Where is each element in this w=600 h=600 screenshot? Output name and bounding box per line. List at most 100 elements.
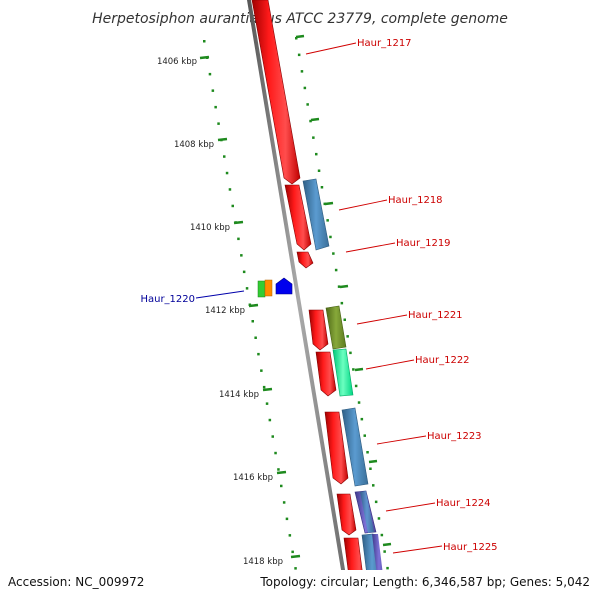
scale-label-1418: 1418 kbp	[243, 557, 283, 567]
scale-dot	[214, 105, 217, 109]
scale-dot	[346, 335, 349, 338]
scale-dot	[251, 320, 254, 323]
scale-dot	[306, 103, 309, 106]
scale-dot	[363, 434, 366, 437]
cog-band	[360, 491, 374, 533]
scale-dot	[326, 219, 329, 222]
scale-dot	[271, 435, 274, 438]
scale-dot	[372, 484, 375, 487]
cog-band	[332, 348, 354, 397]
scale-label-1410: 1410 kbp	[190, 223, 230, 233]
gene-label-haur-1222[interactable]: Haur_1222	[415, 355, 470, 366]
scale-label-1412: 1412 kbp	[205, 306, 245, 316]
scale-label-1406: 1406 kbp	[157, 57, 197, 67]
cog-band	[341, 407, 369, 487]
scale-dot	[340, 301, 344, 305]
scale-dot	[309, 119, 312, 123]
scale-dot	[349, 351, 352, 355]
scale-dot	[383, 550, 386, 553]
scale-dot	[352, 368, 355, 371]
gene-label-haur-1217[interactable]: Haur_1217	[357, 38, 412, 49]
scale-dot	[300, 70, 304, 73]
scale-dot	[297, 53, 301, 57]
scale-dot	[242, 270, 246, 274]
scale-dot	[334, 268, 338, 272]
scale-tick	[310, 117, 320, 122]
gene-label-haur-1220[interactable]: Haur_1220	[140, 294, 195, 305]
cog-band	[264, 279, 273, 297]
scale-tick	[276, 470, 287, 475]
scale-dot	[291, 550, 294, 554]
scale-dot	[240, 254, 243, 257]
gene-haur-1221[interactable]	[308, 309, 329, 351]
scale-dot	[223, 155, 226, 158]
scale-dot	[211, 89, 215, 92]
gene-haur-1220[interactable]	[275, 277, 293, 295]
cog-band	[257, 280, 266, 298]
scale-tick	[248, 303, 259, 308]
reverse-gene-track	[257, 277, 293, 298]
scale-dot	[285, 517, 289, 521]
gene-label-haur-1221[interactable]: Haur_1221	[408, 310, 463, 321]
gene-haur-1222[interactable]	[315, 351, 337, 397]
scale-dot	[295, 37, 298, 40]
forward-gene-track	[251, 0, 367, 600]
cog-band	[325, 305, 347, 350]
scale-tick	[339, 284, 349, 289]
scale-dot	[277, 468, 280, 471]
gene-haur-1219[interactable]	[296, 251, 314, 269]
scale-dot	[323, 202, 326, 206]
scale-dot	[260, 369, 263, 372]
scale-tick	[262, 387, 273, 392]
gene-haur-1217[interactable]	[251, 0, 301, 185]
gene-haur-1218[interactable]	[284, 184, 312, 251]
scale-dot	[332, 252, 335, 255]
scale-dot	[203, 40, 206, 43]
scale-dot	[265, 402, 269, 405]
map-title: Herpetosiphon aurantiacus ATCC 23779, co…	[92, 11, 508, 27]
scale-dot	[254, 336, 257, 339]
forward-cog-track	[302, 178, 386, 600]
scale-dot	[312, 136, 315, 139]
footer-background	[0, 570, 600, 600]
scale-dot	[288, 534, 292, 537]
scale-tick	[354, 367, 364, 372]
gene-label-haur-1224[interactable]: Haur_1224	[436, 498, 491, 509]
scale-dot	[317, 169, 321, 172]
gene-haur-1223[interactable]	[324, 411, 349, 485]
gene-haur-1224[interactable]	[336, 493, 357, 536]
scale-dot	[343, 318, 346, 321]
scale-dot	[360, 417, 364, 421]
scale-tick	[217, 137, 228, 142]
gene-label-haur-1225[interactable]: Haur_1225	[443, 542, 498, 553]
scale-dot	[303, 86, 307, 90]
scale-dot	[374, 500, 378, 504]
gene-label-haur-1219[interactable]: Haur_1219	[396, 238, 451, 249]
gene-labels: Haur_1217 Haur_1218 Haur_1219 Haur_1220 …	[140, 38, 497, 553]
scale-dot	[329, 235, 332, 239]
scale-dot	[231, 204, 234, 208]
scale-dot	[217, 122, 220, 125]
scale-label-1408: 1408 kbp	[174, 140, 214, 150]
scale-dot	[262, 385, 266, 389]
gene-label-leaders	[195, 42, 443, 554]
scale-dot	[337, 285, 341, 288]
scale-tick	[368, 459, 378, 464]
gene-label-haur-1218[interactable]: Haur_1218	[388, 195, 443, 206]
accession-text: Accession: NC_009972	[8, 575, 144, 589]
scale-tick	[233, 220, 244, 225]
genome-info-text: Topology: circular; Length: 6,346,587 bp…	[259, 575, 590, 589]
scale-label-1414: 1414 kbp	[219, 390, 259, 400]
scale-dot	[268, 418, 272, 422]
scale-dot	[282, 501, 286, 504]
scale-dot	[377, 517, 381, 520]
scale-dot	[280, 484, 283, 488]
scale-dot	[357, 401, 361, 404]
scale-tick	[382, 542, 392, 547]
genome-backbone	[247, 0, 350, 600]
scale-dot	[294, 567, 297, 570]
scale-label-1416: 1416 kbp	[233, 473, 273, 483]
scale-dot	[245, 287, 249, 290]
gene-label-haur-1223[interactable]: Haur_1223	[427, 431, 482, 442]
